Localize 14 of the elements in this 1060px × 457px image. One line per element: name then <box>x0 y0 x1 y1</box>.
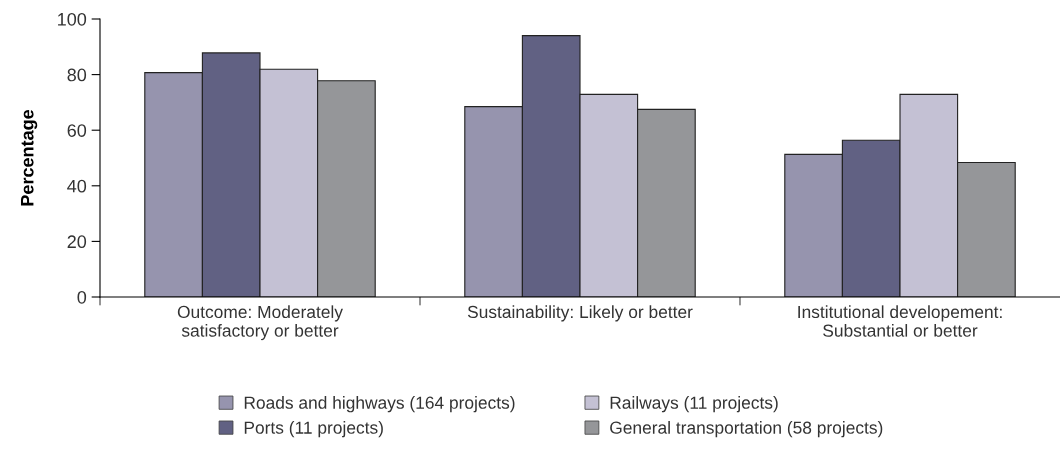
y-tick-label: 20 <box>67 235 87 249</box>
y-axis-title: Percentage <box>20 109 38 206</box>
legend-label: Roads and highways (164 projects) <box>244 396 515 413</box>
x-tick-label: Outcome: Moderately satisfactory or better <box>177 305 343 341</box>
legend-label: Ports (11 projects) <box>244 421 383 438</box>
x-tick-label: Sustainability: Likely or better <box>467 305 693 322</box>
legend-label: Railways (11 projects) <box>610 396 778 413</box>
y-tick-label: 60 <box>67 124 87 137</box>
y-tick-label: 80 <box>67 68 87 82</box>
y-tick-label: 40 <box>67 179 87 193</box>
y-tick-label: 0 <box>77 290 87 304</box>
legend-label: General transportation (58 projects) <box>610 421 883 438</box>
x-tick-label: Institutional developement: Substantial or better <box>798 305 1002 337</box>
y-tick-label: 100 <box>58 12 87 26</box>
